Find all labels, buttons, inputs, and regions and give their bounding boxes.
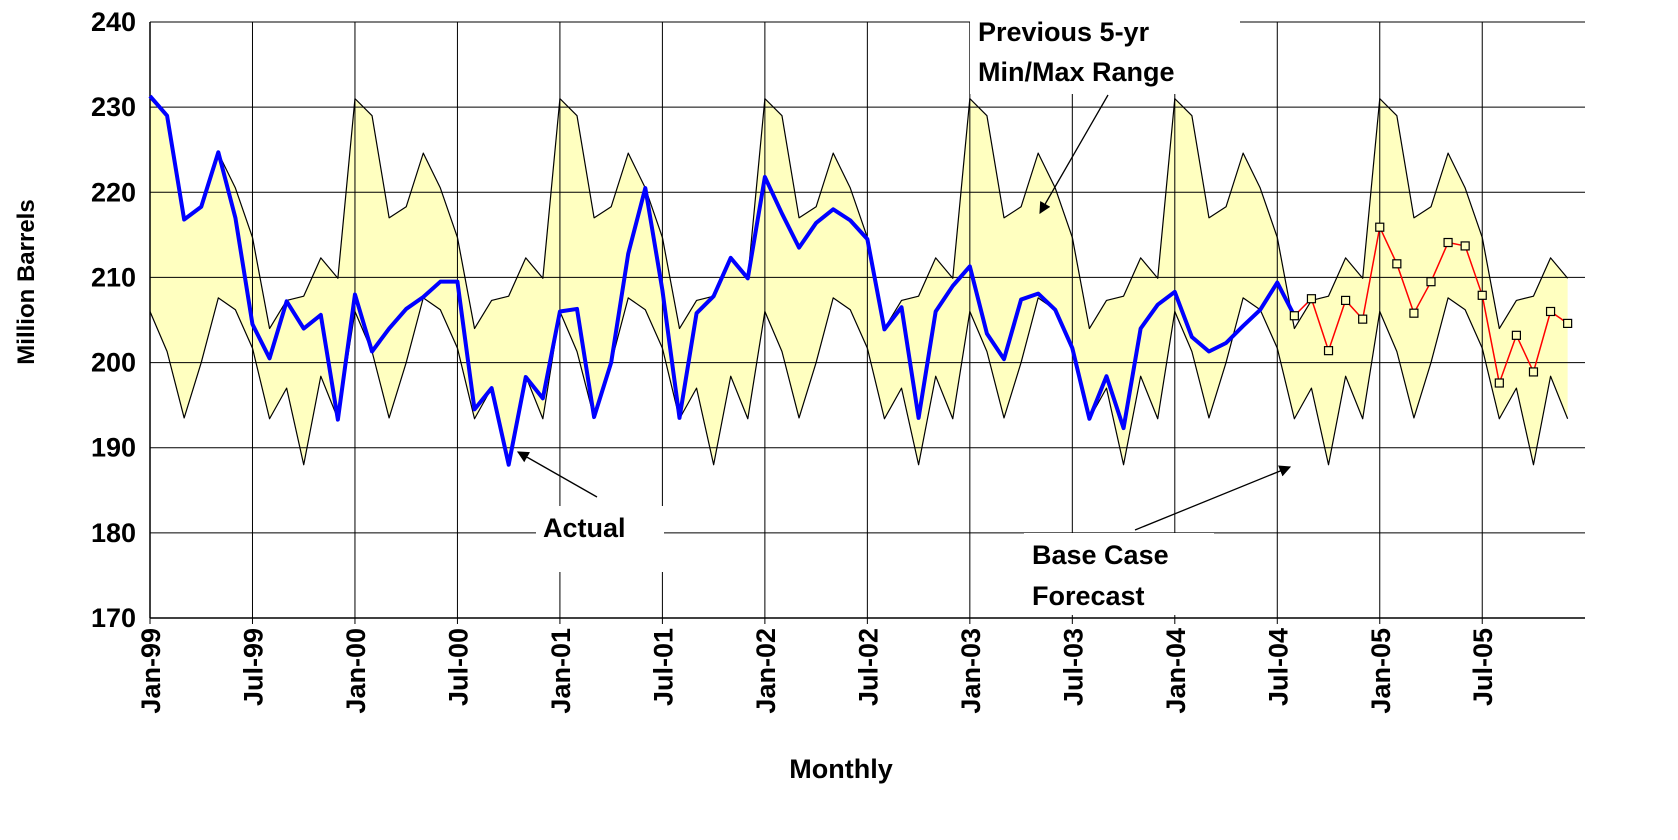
forecast-marker <box>1306 294 1317 304</box>
x-tick-label: Jan-03 <box>956 628 986 714</box>
x-axis-title: Monthly <box>789 754 892 784</box>
line-range-min <box>149 297 1569 466</box>
y-tick-label: 240 <box>91 7 136 37</box>
x-tick-label: Jul-03 <box>1058 628 1088 706</box>
annotation-arrow <box>1039 94 1109 215</box>
x-tick-label: Jan-01 <box>546 628 576 714</box>
annotation-text: Min/Max Range <box>978 57 1175 87</box>
x-tick-label: Jul-05 <box>1468 628 1498 706</box>
y-axis-title: Million Barrels <box>13 199 40 364</box>
x-tick-label: Jan-04 <box>1161 628 1191 714</box>
forecast-marker <box>1443 237 1453 248</box>
x-tick-label: Jan-02 <box>751 628 781 714</box>
y-tick-label: 180 <box>91 518 136 548</box>
x-tick-label: Jan-05 <box>1366 628 1396 714</box>
annotation-box <box>536 506 664 572</box>
y-tick-label: 190 <box>91 433 136 463</box>
y-tick-label: 170 <box>91 603 136 633</box>
y-tick-label: 210 <box>91 262 136 292</box>
x-tick-label: Jul-04 <box>1263 628 1293 706</box>
forecast-marker <box>1340 295 1351 306</box>
annotation-text: Base Case <box>1032 540 1169 570</box>
annotation-box <box>970 14 1240 94</box>
forecast-marker <box>1494 378 1504 388</box>
line-range-max <box>149 98 1569 330</box>
x-tick-label: Jul-01 <box>648 628 678 706</box>
annotation-arrow <box>516 451 598 498</box>
forecast-marker <box>1460 241 1470 251</box>
x-tick-label: Jul-02 <box>853 628 883 706</box>
x-tick-label: Jul-99 <box>238 628 268 706</box>
forecast-marker <box>1392 259 1402 269</box>
range-fill <box>150 98 1568 465</box>
annotation-text: Forecast <box>1032 581 1145 611</box>
x-tick-label: Jan-00 <box>341 628 371 714</box>
forecast-marker <box>1358 314 1368 324</box>
forecast-marker <box>1409 308 1419 318</box>
forecast-marker <box>1323 346 1334 356</box>
annotation-arrow <box>1134 465 1292 531</box>
x-tick-label: Jan-99 <box>136 628 166 714</box>
forecast-marker <box>1289 311 1299 321</box>
forecast-marker <box>1375 222 1385 232</box>
forecast-marker <box>1563 318 1573 329</box>
forecast-marker <box>1511 330 1522 340</box>
y-tick-label: 220 <box>91 177 136 207</box>
annotation-text: Actual <box>543 513 626 543</box>
line-actual <box>148 94 1297 467</box>
y-tick-label: 200 <box>91 348 136 378</box>
annotation-text: Previous 5-yr <box>978 17 1150 47</box>
x-tick-label: Jul-00 <box>443 628 473 706</box>
forecast-marker <box>1426 277 1436 287</box>
forecast-marker <box>1545 306 1556 317</box>
forecast-marker <box>1528 367 1539 377</box>
forecast-marker <box>1477 290 1487 300</box>
y-tick-label: 230 <box>91 92 136 122</box>
annotation-box <box>1024 533 1214 615</box>
